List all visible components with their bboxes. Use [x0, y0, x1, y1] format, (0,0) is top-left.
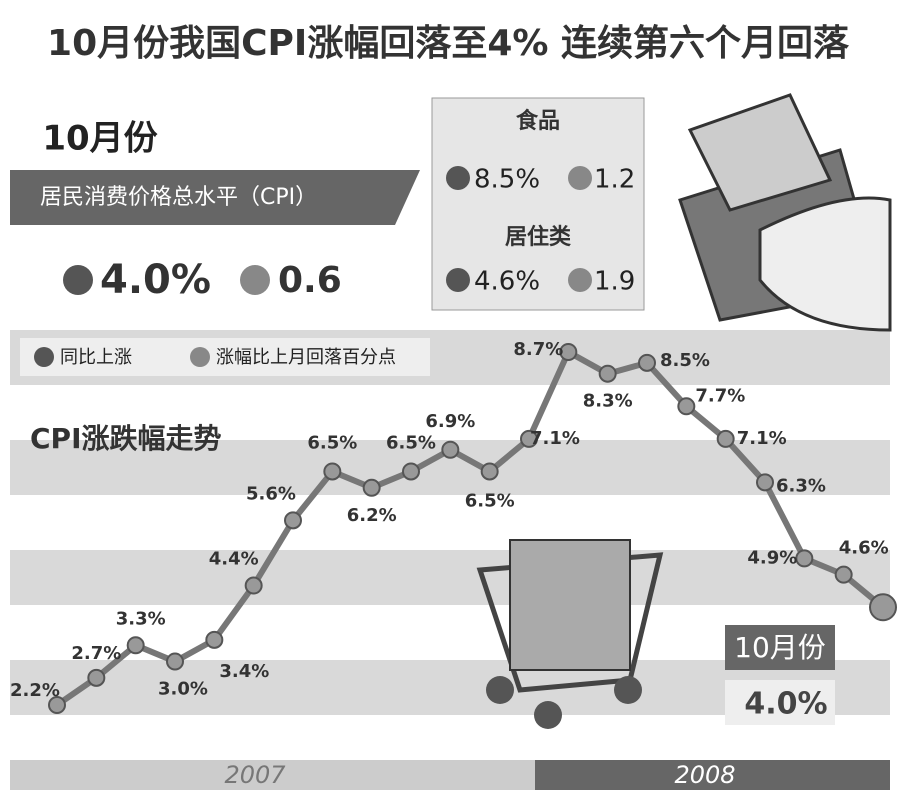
- point: [167, 654, 183, 670]
- value-label: 8.7%: [513, 339, 563, 360]
- point: [718, 431, 734, 447]
- legend-label: 涨幅比上月回落百分点: [216, 347, 396, 368]
- value-label: 6.5%: [386, 432, 436, 453]
- point: [364, 480, 380, 496]
- value-label: 6.5%: [307, 432, 357, 453]
- month: 10月份: [42, 119, 157, 159]
- panel-name: 居住类: [505, 224, 572, 250]
- point: [678, 398, 694, 414]
- panel-yoy: 8.5%: [474, 165, 540, 195]
- summary-drop: 0.6: [278, 260, 342, 301]
- up-icon: [446, 166, 470, 190]
- point: [600, 366, 616, 382]
- point: [870, 594, 896, 620]
- value-label: 3.0%: [158, 679, 208, 700]
- value-label: 2.2%: [10, 680, 60, 701]
- point: [757, 474, 773, 490]
- point: [88, 670, 104, 686]
- title: 10月份我国CPI涨幅回落至4% 连续第六个月回落: [47, 23, 850, 64]
- point: [128, 637, 144, 653]
- up-icon: [63, 265, 93, 295]
- point: [482, 463, 498, 479]
- legend-label: 同比上涨: [60, 347, 132, 368]
- legend-marker: [34, 347, 54, 367]
- panel-drop: 1.2: [594, 165, 635, 195]
- value-label: 6.3%: [776, 475, 826, 496]
- point: [639, 355, 655, 371]
- down-icon: [568, 268, 592, 292]
- panel-name: 食品: [516, 108, 560, 134]
- value-label: 3.3%: [116, 608, 166, 629]
- point: [285, 512, 301, 528]
- summary-yoy: 4.0%: [100, 257, 211, 303]
- value-label: 7.1%: [530, 428, 580, 449]
- up-icon: [446, 268, 470, 292]
- period-label: 2008: [674, 761, 735, 789]
- value-label: 4.9%: [747, 547, 797, 568]
- value-label: 6.5%: [465, 490, 515, 511]
- panel-drop: 1.9: [594, 267, 635, 297]
- point: [442, 442, 458, 458]
- down-icon: [240, 265, 270, 295]
- value-label: 5.6%: [246, 483, 296, 504]
- point: [324, 463, 340, 479]
- point: [836, 567, 852, 583]
- value-label: 2.7%: [71, 643, 121, 664]
- value-label: 6.9%: [425, 411, 475, 432]
- down-icon: [568, 166, 592, 190]
- point: [796, 550, 812, 566]
- value-label: 7.7%: [695, 385, 745, 406]
- point: [403, 463, 419, 479]
- legend-marker: [190, 347, 210, 367]
- value-label: 4.6%: [839, 538, 889, 559]
- point: [206, 632, 222, 648]
- value-label: 8.5%: [660, 350, 710, 371]
- value-label: 6.2%: [347, 505, 397, 526]
- value-label: 4.4%: [209, 549, 259, 570]
- infographic: 10月份我国CPI涨幅回落至4% 连续第六个月回落 10月份 居民消费价格总水平…: [0, 0, 897, 800]
- value-label: 8.3%: [583, 391, 633, 412]
- chart-title: CPI涨跌幅走势: [30, 422, 222, 455]
- panel-yoy: 4.6%: [474, 267, 540, 297]
- value-label: 3.4%: [219, 661, 269, 682]
- value-label: 4.0%: [744, 687, 827, 722]
- period-label: 2007: [224, 761, 286, 789]
- summary-label: 居民消费价格总水平（CPI）: [40, 185, 317, 210]
- value-label: 7.1%: [737, 428, 787, 449]
- callout-label: 10月份: [734, 631, 826, 664]
- point: [246, 578, 262, 594]
